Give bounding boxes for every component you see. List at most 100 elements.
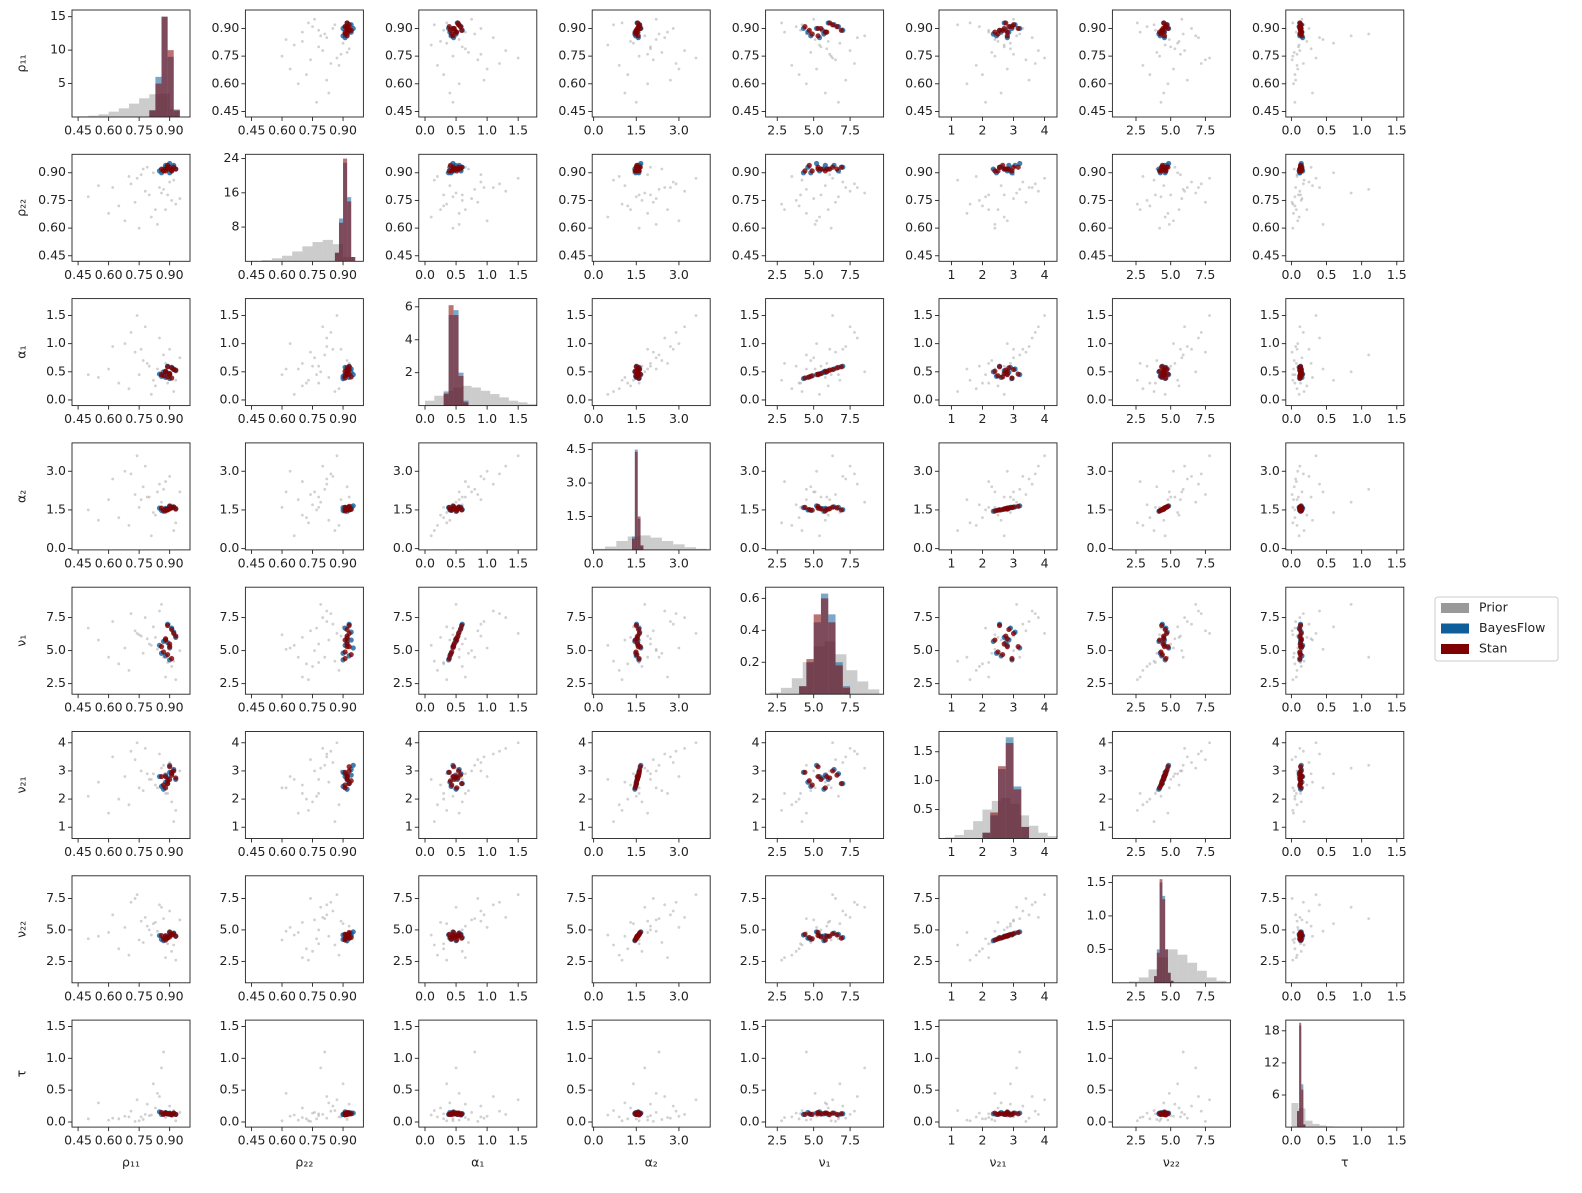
- y-tick-label: 0.5: [1260, 363, 1280, 378]
- y-tick-label: 0.75: [1252, 192, 1280, 207]
- sample-point: [329, 612, 332, 615]
- sample-point: [1208, 632, 1211, 635]
- sample-point: [978, 1112, 981, 1115]
- sample-point: [1028, 1117, 1031, 1120]
- sample-point: [323, 33, 326, 36]
- y-tick-label: 0.90: [1079, 20, 1107, 35]
- sample-point: [442, 1117, 445, 1120]
- sample-point: [1161, 636, 1166, 641]
- sample-point: [87, 1117, 90, 1120]
- x-tick-label: 0.0: [415, 555, 435, 570]
- sample-point: [452, 1117, 455, 1120]
- sample-point: [1005, 636, 1010, 641]
- y-tick-label: 5.0: [566, 642, 586, 657]
- sample-point: [178, 649, 181, 652]
- sample-point: [830, 786, 833, 789]
- sample-point: [1197, 1095, 1200, 1098]
- sample-point: [336, 632, 339, 635]
- sample-point: [297, 82, 300, 85]
- sample-point: [1299, 774, 1304, 779]
- sample-point: [1295, 31, 1298, 34]
- sample-point: [1164, 216, 1167, 219]
- sample-point: [1179, 498, 1182, 501]
- panel-frame: [1112, 1020, 1230, 1127]
- sample-point: [643, 1066, 646, 1069]
- sample-point: [1302, 472, 1305, 475]
- sample-point: [1204, 493, 1207, 496]
- sample-point: [1031, 610, 1034, 613]
- sample-point: [178, 770, 181, 773]
- sample-point: [818, 393, 821, 396]
- sample-point: [993, 227, 996, 230]
- hist-bar: [1297, 1111, 1299, 1127]
- sample-point: [166, 193, 169, 196]
- sample-point: [1296, 387, 1299, 390]
- sample-point: [87, 627, 90, 630]
- x-tick-label: 0.5: [1317, 411, 1337, 426]
- sample-point: [825, 1103, 828, 1106]
- sample-point: [325, 345, 328, 348]
- plot-area: [430, 741, 520, 823]
- sample-point: [1298, 534, 1301, 537]
- sample-point: [815, 68, 818, 71]
- sample-point: [1163, 24, 1168, 29]
- sample-point: [165, 781, 170, 786]
- sample-point: [1308, 761, 1311, 764]
- y-tick-label: 0.75: [905, 48, 933, 63]
- sample-point: [160, 767, 163, 770]
- sample-point: [1012, 348, 1015, 351]
- y-tick-label: 5.0: [220, 642, 240, 657]
- sample-point: [643, 34, 646, 37]
- x-tick-label: 7.5: [1195, 555, 1215, 570]
- x-tick-label: 5.0: [1161, 411, 1181, 426]
- sample-point: [695, 741, 698, 744]
- sample-point: [1173, 47, 1176, 50]
- sample-point: [1367, 188, 1370, 191]
- sample-point: [1311, 781, 1314, 784]
- sample-point: [1168, 38, 1171, 41]
- sample-point: [1194, 767, 1197, 770]
- sample-point: [336, 57, 339, 60]
- sample-point: [1005, 166, 1010, 171]
- y-tick-label: 0.75: [558, 192, 586, 207]
- sample-point: [452, 633, 455, 636]
- sample-point: [655, 770, 658, 773]
- y-tick-label: 1: [405, 819, 413, 834]
- sample-point: [984, 1117, 987, 1120]
- sample-point: [1332, 511, 1335, 514]
- panel-frame: [1112, 10, 1230, 117]
- sample-point: [311, 503, 314, 506]
- sample-point: [1161, 369, 1166, 374]
- sample-point: [1291, 678, 1294, 681]
- sample-point: [486, 926, 489, 929]
- x-tick-label: 0.90: [329, 267, 357, 282]
- y-tick-label: 2.5: [1260, 675, 1280, 690]
- y-tick-label: 1: [1272, 819, 1280, 834]
- sample-point: [1299, 792, 1302, 795]
- sample-point: [1294, 798, 1297, 801]
- sample-point: [863, 906, 866, 909]
- x-tick-label: 0.0: [584, 411, 604, 426]
- sample-point: [1037, 190, 1040, 193]
- sample-point: [152, 511, 155, 514]
- sample-point: [1291, 493, 1294, 496]
- sample-point: [1005, 934, 1010, 939]
- sample-point: [646, 368, 649, 371]
- y-tick-label: 3: [578, 762, 586, 777]
- x-tick-label: 5.0: [1161, 988, 1181, 1003]
- plot-area: [945, 737, 1057, 838]
- sample-point: [618, 954, 621, 957]
- sample-point: [652, 201, 655, 204]
- sample-point: [655, 648, 658, 651]
- panel-frame: [419, 1020, 537, 1127]
- sample-point: [1315, 57, 1318, 60]
- sample-point: [1003, 216, 1006, 219]
- sample-point: [504, 747, 507, 750]
- hist-bar: [955, 835, 964, 838]
- x-tick-label: 2.5: [1126, 844, 1146, 859]
- sample-point: [663, 186, 666, 189]
- sample-point: [309, 351, 312, 354]
- x-tick-label: 0.45: [238, 700, 266, 715]
- plot-area: [1136, 741, 1211, 823]
